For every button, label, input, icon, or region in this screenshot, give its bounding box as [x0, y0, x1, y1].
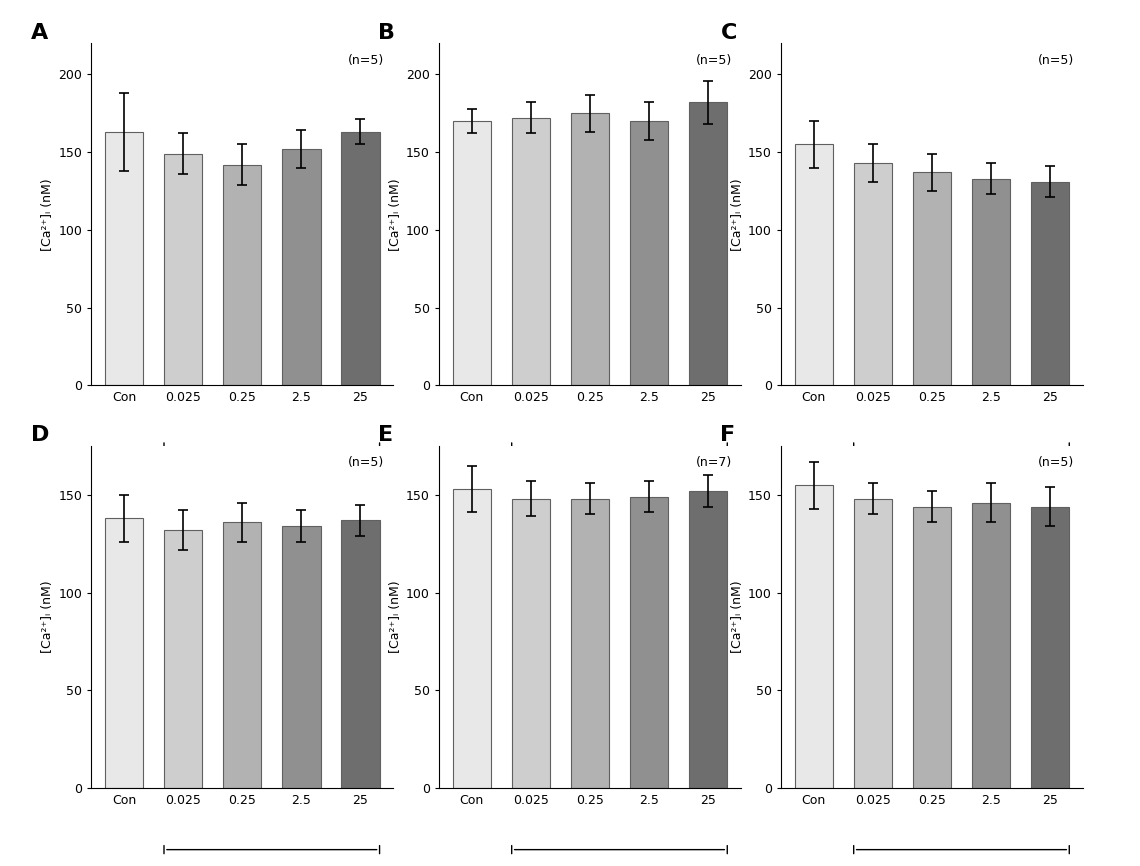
- Bar: [854, 499, 893, 788]
- Bar: [795, 145, 833, 385]
- Y-axis label: [Ca²⁺]ᵢ (nM): [Ca²⁺]ᵢ (nM): [731, 178, 743, 250]
- Text: (n=5): (n=5): [348, 456, 384, 469]
- Bar: [854, 163, 893, 385]
- Bar: [629, 497, 668, 788]
- Bar: [341, 132, 380, 385]
- Bar: [453, 121, 491, 385]
- Text: C: C: [720, 23, 736, 42]
- Bar: [1031, 182, 1069, 385]
- Text: (n=5): (n=5): [1037, 54, 1074, 67]
- Text: Schisandrin B (μM): Schisandrin B (μM): [561, 478, 678, 491]
- Text: F: F: [720, 425, 735, 445]
- Bar: [105, 132, 144, 385]
- Y-axis label: [Ca²⁺]ᵢ (nM): [Ca²⁺]ᵢ (nM): [389, 581, 401, 653]
- Bar: [689, 491, 727, 788]
- Y-axis label: [Ca²⁺]ᵢ (nM): [Ca²⁺]ᵢ (nM): [731, 581, 743, 653]
- Bar: [282, 527, 320, 788]
- Bar: [913, 172, 951, 385]
- Text: D: D: [31, 425, 49, 445]
- Y-axis label: [Ca²⁺]ᵢ (nM): [Ca²⁺]ᵢ (nM): [389, 178, 401, 250]
- Text: B: B: [378, 23, 396, 42]
- Text: Schisandrin C (μM): Schisandrin C (μM): [903, 478, 1020, 491]
- Text: A: A: [31, 23, 48, 42]
- Bar: [341, 520, 380, 788]
- Text: Schisandrin A (μM): Schisandrin A (μM): [213, 478, 331, 491]
- Bar: [282, 149, 320, 385]
- Bar: [571, 113, 609, 385]
- Bar: [1031, 507, 1069, 788]
- Y-axis label: [Ca²⁺]ᵢ (nM): [Ca²⁺]ᵢ (nM): [41, 178, 54, 250]
- Text: (n=7): (n=7): [695, 456, 732, 469]
- Text: (n=5): (n=5): [1037, 456, 1074, 469]
- Bar: [223, 522, 261, 788]
- Bar: [223, 165, 261, 385]
- Text: E: E: [378, 425, 393, 445]
- Text: (n=5): (n=5): [348, 54, 384, 67]
- Bar: [512, 499, 551, 788]
- Bar: [164, 530, 203, 788]
- Bar: [453, 489, 491, 788]
- Bar: [512, 118, 551, 385]
- Bar: [971, 178, 1010, 385]
- Bar: [629, 121, 668, 385]
- Bar: [571, 499, 609, 788]
- Bar: [971, 502, 1010, 788]
- Y-axis label: [Ca²⁺]ᵢ (nM): [Ca²⁺]ᵢ (nM): [41, 581, 54, 653]
- Bar: [105, 519, 144, 788]
- Bar: [913, 507, 951, 788]
- Bar: [689, 102, 727, 385]
- Bar: [795, 485, 833, 788]
- Bar: [164, 153, 203, 385]
- Text: (n=5): (n=5): [695, 54, 732, 67]
